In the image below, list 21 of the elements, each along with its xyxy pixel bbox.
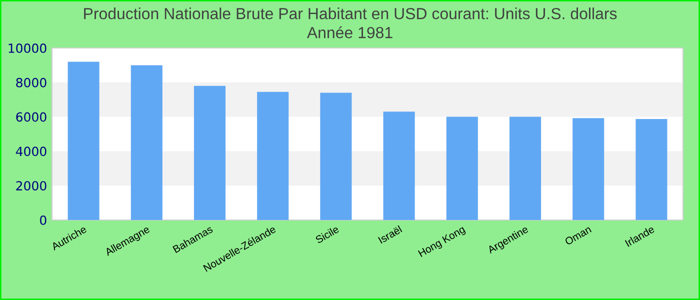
x-tick-label: Hong Kong — [418, 226, 466, 259]
y-tick-label: 10000 — [8, 43, 46, 53]
y-tick-label: 6000 — [16, 112, 46, 122]
bar — [446, 116, 478, 220]
chart-title: Production Nationale Brute Par Habitant en USD courant: Units U.S. dollars — [84, 8, 617, 20]
x-tick-label: Sicile — [314, 225, 340, 244]
bar — [194, 86, 226, 220]
chart-subtitle: Année 1981 — [306, 26, 392, 38]
bar — [68, 62, 100, 220]
y-tick-label: 8000 — [16, 78, 46, 88]
y-tick-label: 2000 — [16, 181, 46, 191]
x-tick-label: Oman — [564, 225, 592, 246]
bar — [383, 112, 415, 220]
bar — [572, 118, 604, 220]
bar — [320, 92, 352, 220]
y-tick-label: 0 — [40, 215, 46, 225]
bar — [509, 116, 542, 220]
bar — [130, 65, 162, 220]
bar — [257, 92, 289, 220]
y-tick-label: 4000 — [16, 146, 46, 156]
bar — [636, 119, 668, 220]
